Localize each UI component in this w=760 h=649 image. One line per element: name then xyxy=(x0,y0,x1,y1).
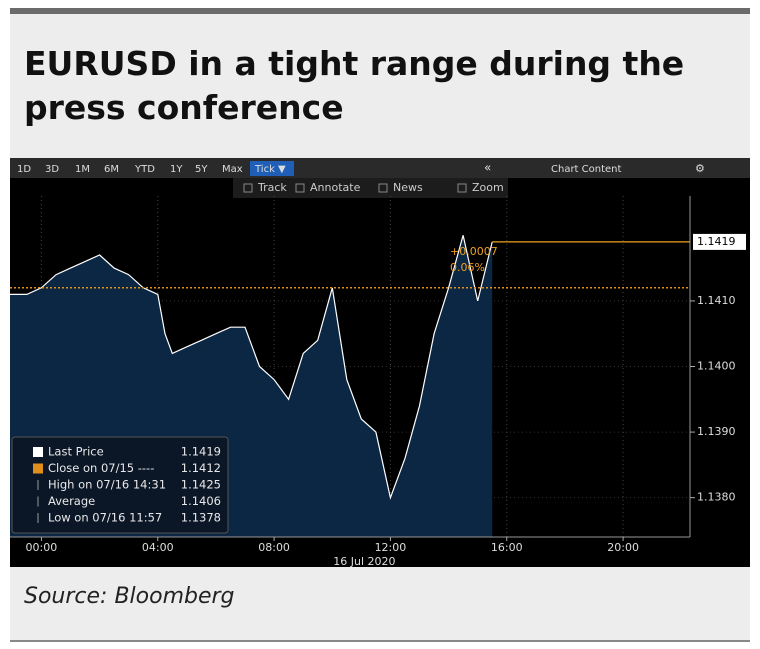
toolbar xyxy=(10,158,750,178)
top-bar xyxy=(10,8,750,14)
y-tick-label: 1.1400 xyxy=(697,360,736,373)
action-icon xyxy=(378,183,388,193)
range-button[interactable]: 1M xyxy=(75,164,90,175)
action-button[interactable]: Zoom xyxy=(472,181,504,194)
last-price-box xyxy=(693,233,746,250)
x-tick-label: 12:00 xyxy=(375,541,407,554)
range-button[interactable]: Max xyxy=(222,164,243,175)
x-tick-label: 20:00 xyxy=(607,541,639,554)
action-button[interactable]: News xyxy=(393,181,423,194)
action-icon xyxy=(457,183,467,193)
legend-label: Average xyxy=(48,494,95,508)
range-button[interactable]: 6M xyxy=(104,164,119,175)
chart-content[interactable]: Chart Content xyxy=(551,164,622,175)
collapse[interactable]: « xyxy=(484,161,491,175)
legend-value: 1.1425 xyxy=(181,478,221,492)
action-button[interactable]: Track xyxy=(257,181,287,194)
source: Source: Bloomberg xyxy=(24,584,235,609)
legend-value: 1.1378 xyxy=(181,511,221,525)
range-button[interactable]: Tick ▼ xyxy=(254,164,286,175)
bottom-line xyxy=(10,640,750,642)
legend-label: High on 07/16 14:31 xyxy=(48,478,166,492)
settings: ⚙ xyxy=(695,162,705,175)
action-icon xyxy=(243,183,253,193)
range-button[interactable]: 1Y xyxy=(170,164,183,175)
title: EURUSD in a tight range during the press… xyxy=(24,44,685,127)
range-active xyxy=(250,161,294,176)
x-tick-label: 04:00 xyxy=(142,541,174,554)
legend-value: 1.1419 xyxy=(181,445,221,459)
legend-value: 1.1412 xyxy=(181,461,221,475)
change: +0.0007 xyxy=(450,245,498,258)
range-button[interactable]: YTD xyxy=(134,164,155,175)
y-tick-label: 1.1380 xyxy=(697,491,736,504)
x-tick-label: 16:00 xyxy=(491,541,523,554)
range-button[interactable]: 5Y xyxy=(195,164,208,175)
change-pct: 0.06% xyxy=(450,261,485,274)
legend-swatch xyxy=(33,447,43,457)
legend-label: Low on 07/16 11:57 xyxy=(48,511,162,525)
date-label: 16 Jul 2020 xyxy=(333,555,395,568)
legend-label: Last Price xyxy=(48,445,104,459)
legend-swatch xyxy=(33,463,43,474)
legend-label: Close on 07/15 ---- xyxy=(48,461,154,475)
price-line xyxy=(10,235,493,500)
action-button[interactable]: Annotate xyxy=(310,181,361,194)
last-price-label: 1.1419 xyxy=(697,235,736,248)
y-tick-label: 1.1410 xyxy=(697,294,736,307)
y-tick-label: 1.1390 xyxy=(697,425,736,438)
action-icon xyxy=(295,183,305,193)
x-tick-label: 00:00 xyxy=(26,541,58,554)
legend-value: 1.1406 xyxy=(181,494,221,508)
range-button[interactable]: 1D xyxy=(17,164,31,175)
toolbar-actions xyxy=(233,178,508,198)
range-button[interactable]: 3D xyxy=(45,164,59,175)
x-tick-label: 08:00 xyxy=(258,541,290,554)
legend-box xyxy=(11,436,229,534)
